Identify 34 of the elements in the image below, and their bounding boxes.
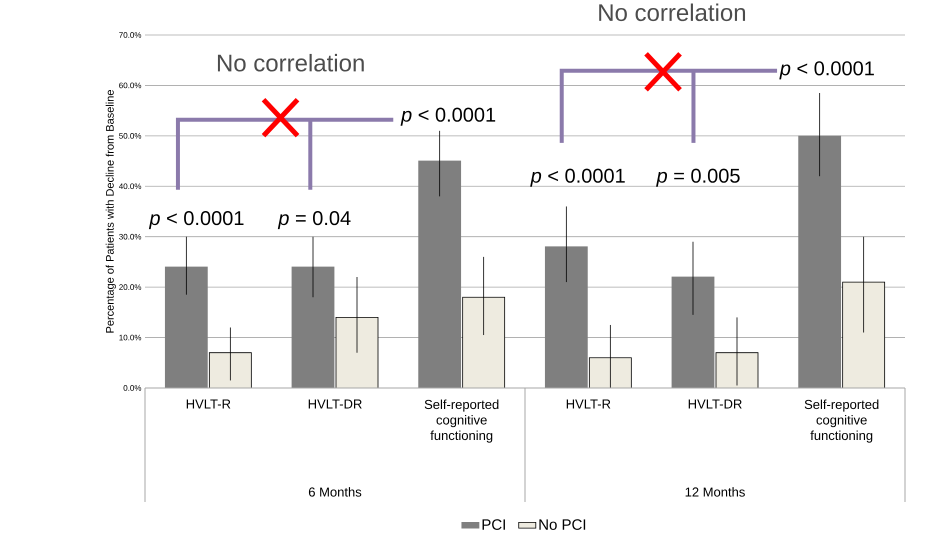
x-tick-label: HVLT-DR [308, 400, 362, 408]
bar [164, 266, 208, 388]
y-tick-label: 0.0% [124, 385, 142, 391]
legend-label: No PCI [539, 519, 586, 530]
annotation: p < 0.0001 [400, 108, 496, 126]
y-tick-label: 50.0% [119, 133, 142, 139]
x-tick-label: Self-reported cognitive functioning [804, 400, 878, 443]
annotation: p = 0.005 [656, 168, 740, 187]
y-tick-label: 60.0% [119, 82, 142, 88]
y-tick-label: 30.0% [119, 234, 142, 240]
x-tick-label: HVLT-R [186, 400, 230, 408]
text: 6 Months [308, 487, 362, 497]
bar [672, 276, 714, 388]
bar [798, 135, 842, 388]
annotation: p < 0.0001 [530, 168, 625, 187]
y-tick-label: 40.0% [118, 183, 142, 190]
y-tick-label: 10.0% [119, 334, 142, 340]
x-tick-label: Self-reported cognitive functioning [424, 400, 498, 443]
annotation: p < 0.0001 [779, 61, 874, 80]
bar [292, 266, 334, 388]
y-tick-label: 70.0% [119, 32, 142, 38]
bar [544, 246, 588, 388]
annotation: p < 0.0001 [148, 211, 244, 230]
y-axis-title: Percentage of Patients with Decline from Baseline [106, 90, 116, 333]
x-tick-label: HVLT-DR [688, 400, 742, 408]
legend-label: PCI [482, 519, 505, 530]
bar [462, 296, 506, 388]
text: 12 Months [686, 487, 745, 497]
y-tick-label: 20.0% [119, 284, 142, 290]
bar [418, 160, 462, 388]
x-tick-label: HVLT-R [566, 400, 610, 408]
annotation: No correlation [218, 54, 364, 72]
text: No correlation [599, 3, 746, 22]
annotation: p = 0.04 [278, 211, 351, 230]
